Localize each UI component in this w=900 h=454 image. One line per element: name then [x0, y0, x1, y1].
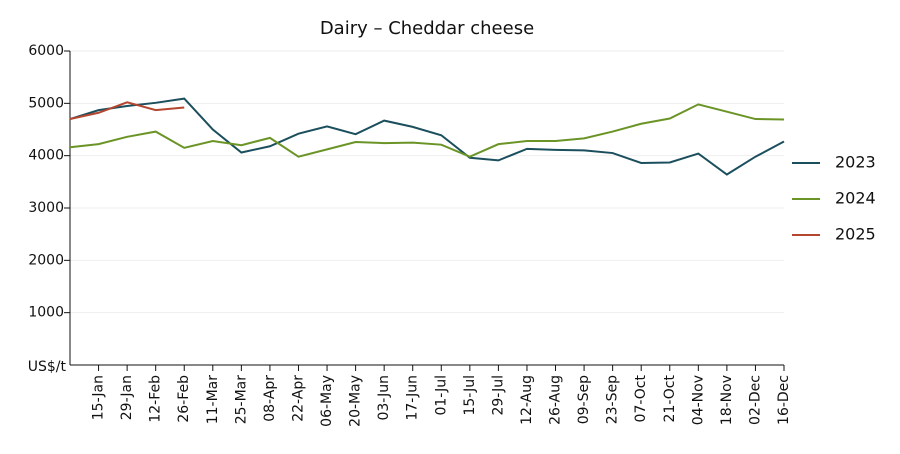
x-tick-label: 12-Aug — [519, 375, 535, 425]
x-tick-label: 15-Jan — [91, 375, 107, 420]
x-tick-label: 07-Oct — [633, 374, 649, 422]
legend-label: 2025 — [835, 225, 876, 244]
x-tick-label: 29-Jan — [119, 375, 135, 420]
x-tick-label: 22-Apr — [290, 375, 306, 422]
x-tick-label: 26-Aug — [548, 375, 564, 425]
x-tick-label: 01-Jul — [433, 375, 449, 416]
x-tick-label: 04-Nov — [690, 375, 706, 425]
x-tick-label: 08-Apr — [262, 375, 278, 422]
series-line — [69, 103, 785, 158]
x-tick-label: 09-Sep — [576, 375, 592, 424]
y-tick-label: 6000 — [28, 43, 64, 59]
x-tick-label: 06-May — [319, 375, 335, 427]
x-tick-label: 21-Oct — [662, 374, 678, 422]
x-tick-label: 26-Feb — [176, 375, 192, 423]
legend-label: 2024 — [835, 189, 876, 208]
y-tick-label: 3000 — [28, 200, 64, 216]
x-tick-label: 23-Sep — [605, 375, 621, 424]
y-tick-label: 5000 — [28, 95, 64, 111]
legend-label: 2023 — [835, 153, 876, 172]
y-tick-label: 2000 — [28, 252, 64, 268]
y-axis-label: US$/t — [28, 359, 67, 375]
x-tick-label: 11-Mar — [205, 375, 221, 425]
x-tick-label: 25-Mar — [233, 375, 249, 425]
y-tick-label: 1000 — [28, 305, 64, 321]
x-tick-label: 03-Jun — [376, 375, 392, 421]
x-tick-label: 18-Nov — [719, 375, 735, 425]
series-line — [69, 101, 185, 121]
x-tick-label: 02-Dec — [747, 375, 763, 425]
x-tick-label: 15-Jul — [462, 375, 478, 416]
x-tick-label: 20-May — [348, 375, 364, 427]
x-tick-label: 16-Dec — [776, 375, 792, 425]
x-tick-label: 12-Feb — [148, 375, 164, 423]
x-tick-label: 29-Jul — [490, 375, 506, 416]
chart-title: Dairy – Cheddar cheese — [320, 18, 534, 39]
series-line — [69, 97, 785, 176]
y-tick-label: 4000 — [28, 148, 64, 164]
x-tick-label: 17-Jun — [405, 375, 421, 421]
